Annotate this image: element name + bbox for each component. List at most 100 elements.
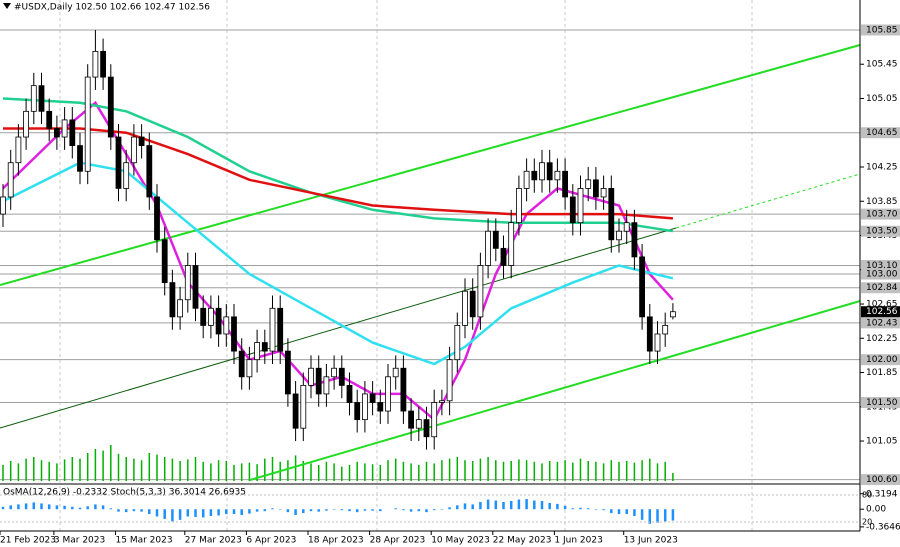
candle-body [254, 342, 261, 361]
y-tick-label: 101.05 [866, 437, 898, 447]
candle-body [446, 359, 453, 402]
candle-body [69, 119, 76, 146]
candle-body [277, 307, 284, 352]
level-label: 105.85 [866, 25, 898, 35]
y-tick-label: 103.85 [866, 197, 898, 207]
candle-body [600, 188, 607, 198]
candle-body [492, 230, 499, 249]
level-box [861, 24, 900, 36]
candle-body [184, 265, 191, 301]
candle-body [84, 76, 91, 172]
candle-body [485, 230, 492, 266]
level-box [861, 317, 900, 329]
candle-body [46, 110, 53, 129]
candle-body [15, 136, 22, 164]
level-box [861, 282, 900, 294]
candle-body [585, 179, 592, 189]
candle-body [431, 402, 438, 438]
y-tick-label: 101.85 [866, 368, 898, 378]
last-price-label: 102.56 [866, 307, 898, 317]
osma-tick-label: 0.00 [866, 505, 886, 515]
level-box [861, 208, 900, 220]
level-label: 104.65 [866, 128, 898, 138]
candle-body [200, 307, 207, 326]
candle-body [169, 282, 176, 318]
candle-body [192, 265, 199, 309]
candle-body [546, 162, 553, 181]
candle-body [577, 188, 584, 224]
candle-body [369, 393, 376, 403]
trend-line [0, 44, 861, 286]
candle-body [593, 179, 599, 198]
x-tick-label: 22 May 2023 [493, 536, 552, 546]
candle-body [123, 162, 130, 189]
y-tick-label: 105.05 [866, 94, 898, 104]
level-label: 103.70 [866, 210, 898, 220]
x-tick-label: 27 Mar 2023 [185, 536, 242, 546]
candle-body [654, 333, 661, 352]
candle-body [415, 419, 422, 429]
candle-body [477, 265, 484, 318]
candle-body [100, 50, 106, 78]
candle-body [300, 384, 307, 429]
menu-icon[interactable] [3, 3, 11, 9]
level-label: 103.50 [866, 227, 898, 237]
x-tick-label: 10 May 2023 [431, 536, 490, 546]
candle-body [315, 367, 322, 395]
candle-body [246, 359, 253, 378]
oscillator-title: OsMA(12,26,9) -0.2332 Stoch(5,3,3) 36.30… [3, 488, 246, 498]
level-box [861, 474, 900, 486]
last-price-box [861, 306, 900, 318]
candle-body [308, 367, 314, 386]
candle-body [385, 376, 391, 412]
candle-body [623, 222, 630, 232]
candle-body [569, 196, 576, 224]
level-box [861, 259, 900, 271]
level-label: 103.00 [866, 270, 898, 280]
candle-body [331, 367, 338, 378]
candle-body [354, 402, 361, 421]
x-tick-label: 6 Apr 2023 [246, 536, 296, 546]
y-tick-label: 102.25 [866, 334, 898, 344]
levels [0, 29, 860, 481]
candle-body [177, 299, 184, 318]
axis-labels: 105.45105.05104.25103.85103.45103.05102.… [0, 24, 900, 546]
candle-body [77, 145, 83, 172]
candle-body [500, 247, 507, 266]
level-box [861, 127, 900, 139]
level-label: 102.43 [866, 318, 898, 328]
level-label: 101.50 [866, 398, 898, 408]
candle-body [400, 367, 407, 412]
candle-body [30, 85, 37, 112]
candle-body [438, 400, 445, 403]
candle-body [115, 136, 122, 189]
level-box [861, 354, 900, 366]
trend-line [0, 227, 677, 429]
x-tick-label: 28 Apr 2023 [370, 536, 426, 546]
x-tick-label: 15 Mar 2023 [116, 536, 173, 546]
candle-body [639, 256, 645, 318]
candle-body [462, 290, 468, 326]
candle-body [0, 196, 6, 215]
candle-body [54, 128, 60, 138]
candle-body [161, 239, 168, 284]
candle-body [392, 367, 399, 378]
level-box [861, 225, 900, 237]
candle-body [608, 188, 615, 241]
x-tick-label: 3 Mar 2023 [54, 536, 105, 546]
candle-body [23, 110, 30, 138]
candle-body [7, 162, 14, 198]
y-tick-label: 102.65 [866, 300, 898, 310]
candle-body [531, 170, 538, 181]
candle-body [562, 170, 568, 198]
candle-body [223, 316, 230, 335]
candle-body [616, 230, 622, 241]
level-label: 102.84 [866, 283, 898, 293]
level-box [861, 268, 900, 280]
candle-body [92, 50, 99, 78]
candle-body [539, 162, 545, 181]
candle-body [554, 170, 561, 181]
candle-body [154, 196, 160, 241]
stoch-tick-label: 80 [862, 491, 872, 500]
candle-body [508, 222, 515, 266]
